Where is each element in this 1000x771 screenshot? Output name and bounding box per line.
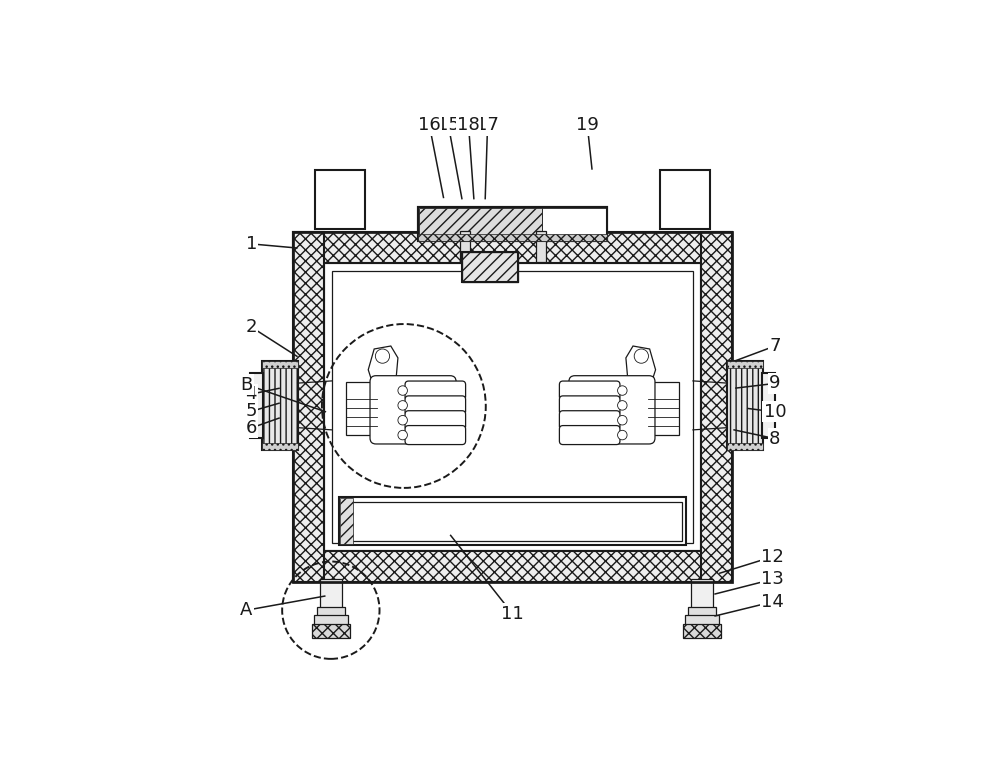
Text: 8: 8 [769,429,781,448]
Bar [536,231,546,261]
Bar [542,207,606,240]
Bar [660,170,710,229]
Text: 13: 13 [761,571,784,588]
FancyBboxPatch shape [405,411,466,429]
Text: 1: 1 [246,235,257,253]
FancyBboxPatch shape [370,375,456,444]
Bar [320,579,342,608]
Bar [418,234,607,241]
FancyBboxPatch shape [569,375,655,444]
Text: 9: 9 [769,375,781,392]
Polygon shape [626,346,656,385]
FancyBboxPatch shape [405,396,466,415]
FancyBboxPatch shape [405,426,466,445]
FancyBboxPatch shape [559,426,620,445]
Bar [315,170,365,229]
Polygon shape [368,346,398,385]
Text: 14: 14 [761,593,784,611]
Bar [314,615,348,625]
Text: 6: 6 [246,419,257,437]
Text: 18: 18 [457,116,480,134]
Bar [293,232,324,582]
Circle shape [618,430,627,439]
Circle shape [634,349,648,363]
Bar [293,551,732,582]
Circle shape [618,416,627,425]
Bar [418,207,607,241]
Text: 17: 17 [476,116,499,134]
Text: 16: 16 [418,116,441,134]
Bar [293,232,732,263]
Bar [262,443,298,450]
Bar [317,607,345,616]
FancyBboxPatch shape [405,381,466,400]
Circle shape [398,430,407,439]
Circle shape [398,386,407,396]
Text: A: A [240,601,253,619]
FancyBboxPatch shape [559,411,620,429]
Bar [332,271,693,543]
Text: 2: 2 [246,318,257,336]
Bar [460,231,470,261]
Circle shape [398,401,407,410]
Text: 7: 7 [769,337,781,355]
Bar [691,579,713,608]
Circle shape [375,349,390,363]
Bar [685,615,719,625]
Bar [727,361,763,368]
Bar [419,207,542,240]
Bar [727,361,763,450]
Bar [340,498,353,544]
Bar [339,497,686,545]
Bar [262,361,298,368]
Text: 15: 15 [437,116,460,134]
Circle shape [618,386,627,396]
Bar [418,207,607,241]
Bar [727,443,763,450]
FancyBboxPatch shape [559,396,620,415]
Bar [462,251,518,282]
Bar [688,607,716,616]
Bar [262,361,298,450]
Text: 11: 11 [501,604,524,623]
Text: B: B [240,375,253,394]
Text: 10: 10 [764,403,786,421]
Circle shape [618,401,627,410]
Text: 4: 4 [246,385,257,403]
FancyBboxPatch shape [559,381,620,400]
FancyBboxPatch shape [648,382,679,435]
Bar [762,372,775,438]
Circle shape [398,416,407,425]
Text: 5: 5 [246,402,257,420]
Bar [343,502,682,540]
Bar [462,251,518,282]
Text: 19: 19 [576,116,599,134]
Bar [701,232,732,582]
Bar [683,625,721,638]
Bar [293,232,732,582]
Bar [250,372,263,438]
FancyBboxPatch shape [346,382,377,435]
Bar [312,625,350,638]
Text: 12: 12 [761,547,784,566]
Bar [324,263,701,551]
